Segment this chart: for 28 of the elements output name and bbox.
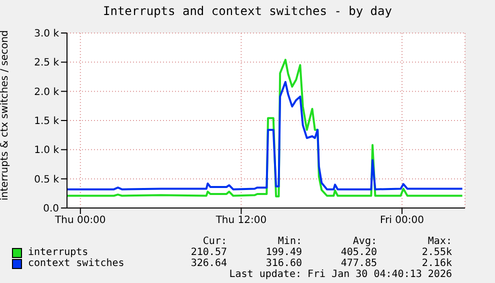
text: 210.57 [190,247,227,258]
y-tick-label: 1.5 k [34,116,60,128]
text: 316.60 [264,258,302,269]
y-tick-label: 3.0 k [34,28,60,40]
legend-label: interrupts [28,247,88,258]
text: 2.16k [420,258,452,269]
x-tick-label: Fri 00:00 [380,215,424,226]
text: 477.85 [340,258,377,269]
y-tick-label: 2.5 k [34,58,60,69]
text: Min: [276,236,302,247]
legend-label: context switches [28,258,124,269]
text: 2.55k [420,247,452,258]
text: 405.20 [340,247,377,258]
line-series [67,81,464,190]
x-tick-label: Thu 00:00 [54,215,106,226]
text: 326.64 [190,258,227,269]
y-tick-label: 1.0 k [34,145,60,156]
y-tick-label: 2.0 k [34,86,60,98]
y-tick-label: 0.0 [43,204,59,215]
text: Last update: Fri Jan 30 04:40:13 2026 [228,269,452,280]
chart-title: Interrupts and context switches - by day [102,4,393,18]
text: 199.49 [264,247,302,258]
text: Avg: [352,236,377,247]
text: Max: [426,236,452,247]
y-axis-title: interrupts & ctx switches / second [0,30,11,200]
y-tick-label: 0.5 k [34,174,60,186]
text: Cur: [202,236,227,247]
x-tick-label: Thu 12:00 [214,215,267,226]
